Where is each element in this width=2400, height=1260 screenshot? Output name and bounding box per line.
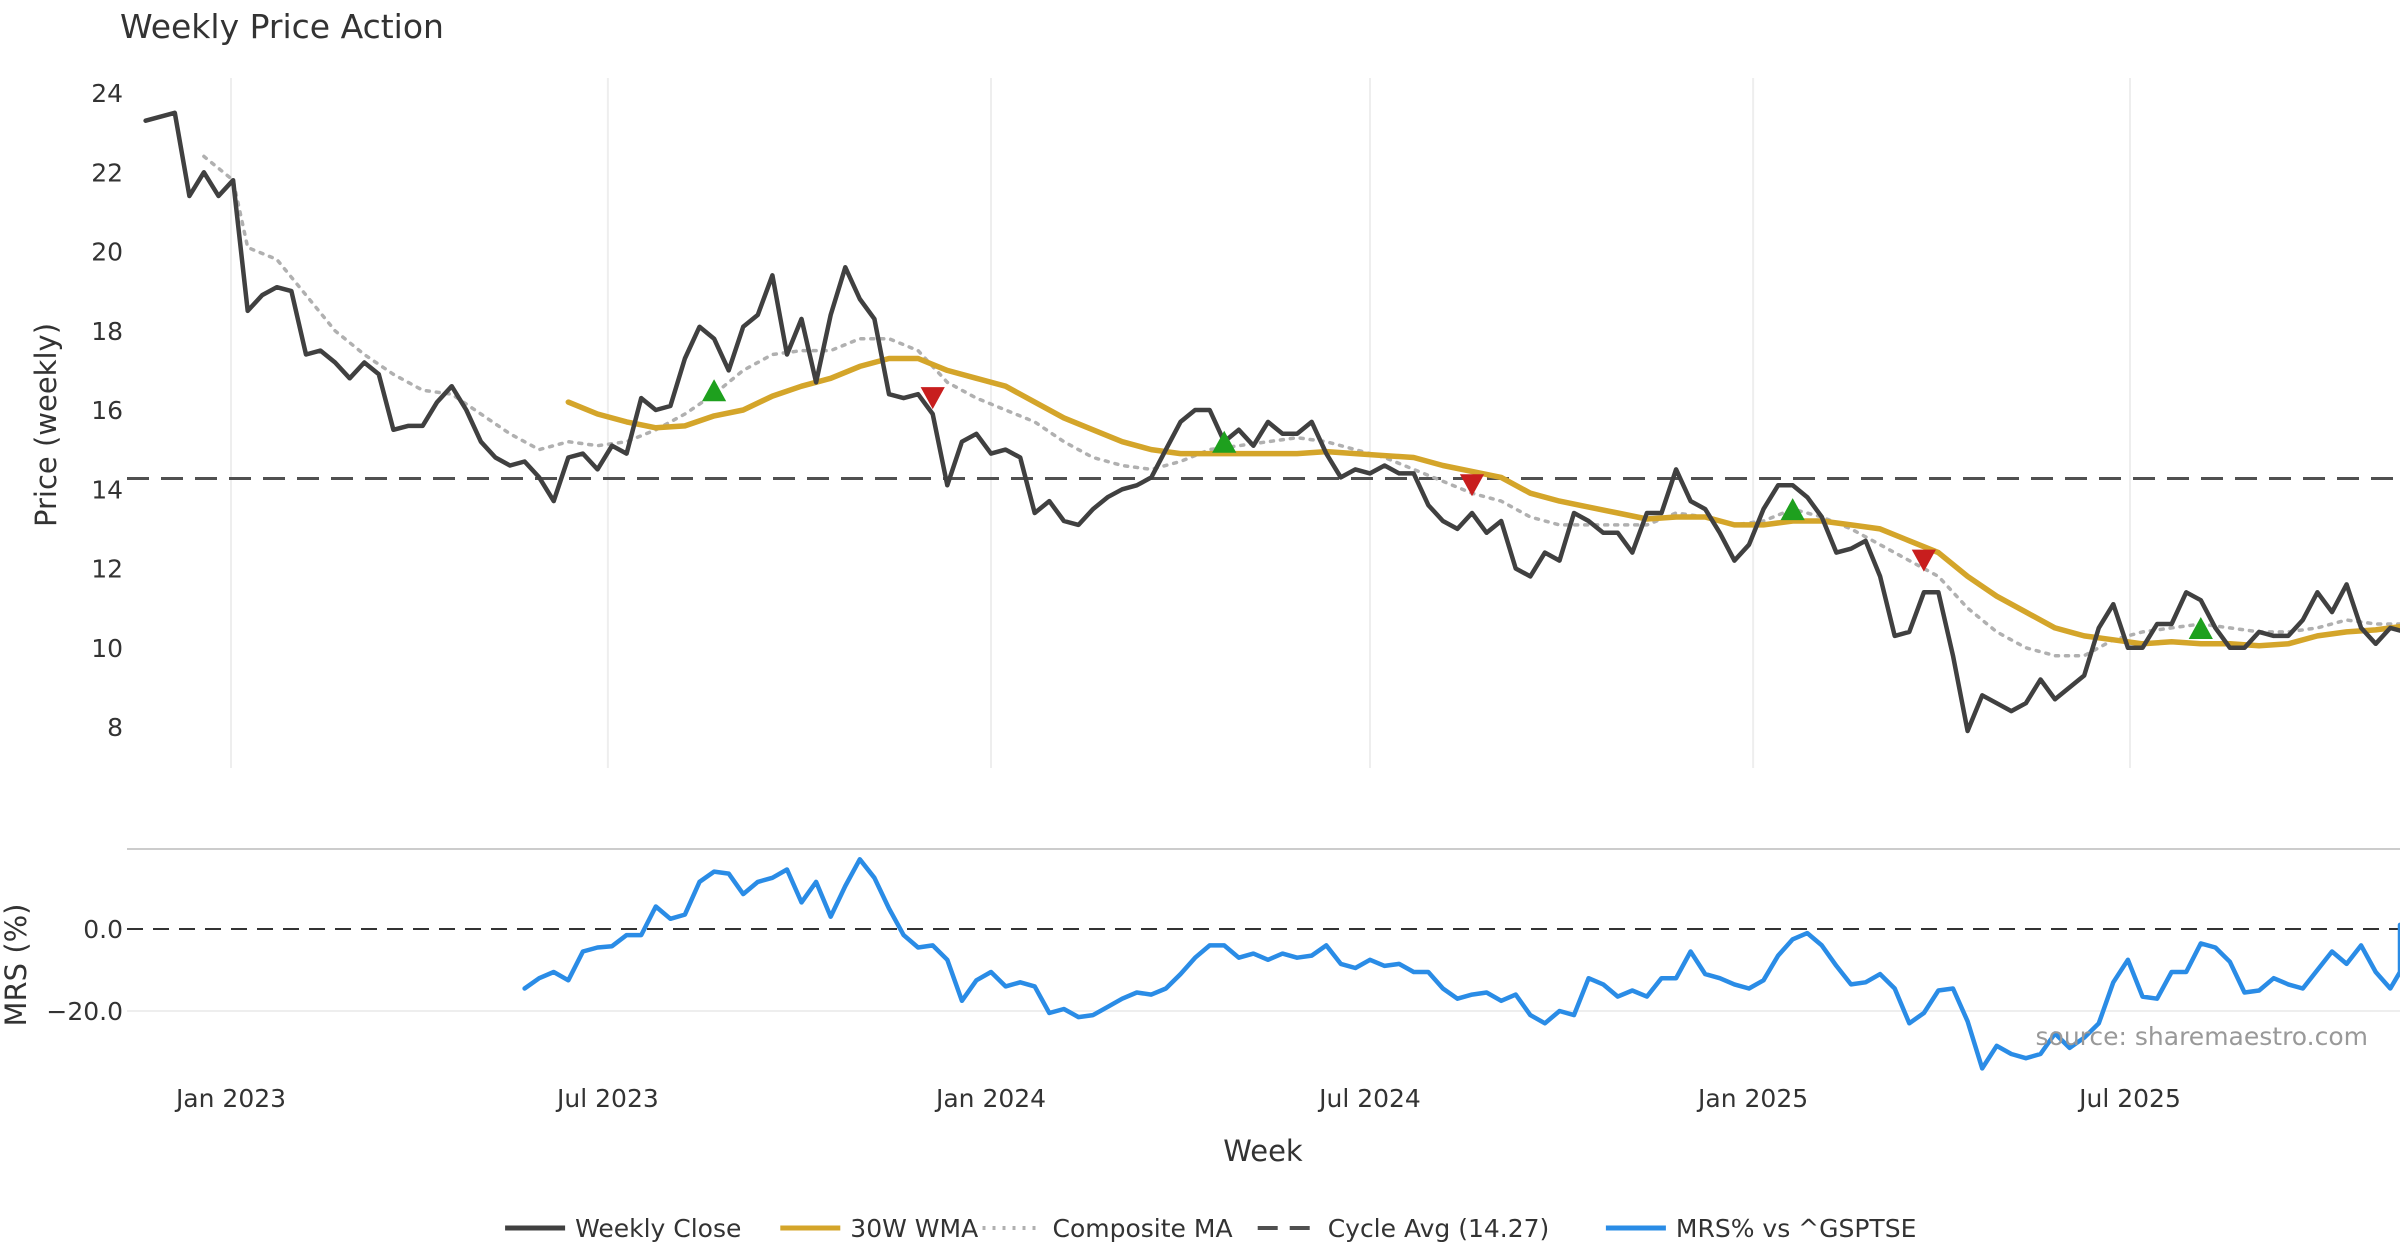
legend-item-weekly-close: Weekly Close [505,1214,741,1243]
series-line-weekly-close [143,110,2400,734]
legend-label: 30W WMA [850,1214,978,1243]
price-y-axis-label: Price (weekly) [29,323,63,527]
sell-signal-marker [1911,549,1936,572]
legend-label: Composite MA [1053,1214,1233,1243]
price-y-tick-label: 14 [91,475,123,504]
x-tick-label: Jan 2024 [934,1084,1046,1113]
price-y-tick-label: 16 [91,396,123,425]
x-tick-label: Jul 2024 [1317,1084,1421,1113]
sell-signal-marker [1459,474,1485,497]
price-y-tick-label: 12 [91,555,123,584]
signal-markers [701,379,2213,639]
mrs-y-tick-label: −20.0 [46,997,123,1026]
x-tick-label: Jan 2025 [1696,1084,1808,1113]
mrs-y-axis-label: MRS (%) [0,904,33,1027]
x-tick-label: Jul 2023 [555,1084,659,1113]
price-y-axis-ticks: 8 10 12 14 16 18 20 22 24 [91,79,123,742]
mrs-y-axis-ticks: 0.0 −20.0 [46,915,123,1026]
source-annotation: source: sharemaestro.com [2036,1022,2369,1051]
price-y-tick-label: 8 [107,713,123,742]
legend-item-mrs-vs-gsptse: MRS% vs ^GSPTSE [1605,1214,1916,1243]
price-y-tick-label: 24 [91,79,123,108]
buy-signal-marker [701,379,727,402]
x-axis-ticks: Jan 2023 Jul 2023 Jan 2024 Jul 2024 Jan 2025… [174,1084,2181,1113]
series-line-mrs-vs-gsptse [522,857,2400,1071]
legend-item-30w-wma: 30W WMA [780,1214,978,1243]
sell-signal-marker [920,387,945,410]
buy-signal-marker [2188,616,2213,639]
buy-signal-marker [1780,498,1805,521]
price-y-tick-label: 10 [91,634,123,663]
series-line-30w-wma [565,355,2400,649]
price-y-tick-label: 20 [91,238,123,267]
x-tick-label: Jan 2023 [174,1084,286,1113]
legend-label: MRS% vs ^GSPTSE [1676,1214,1916,1243]
x-axis-label: Week [1223,1134,1303,1168]
legend-item-composite-ma: Composite MA [982,1214,1233,1243]
price-series-group [143,110,2400,734]
legend-label: Cycle Avg (14.27) [1328,1214,1550,1243]
legend-label: Weekly Close [575,1214,741,1243]
price-vertical-grid [230,78,2131,768]
mrs-series-group [522,857,2400,1071]
price-y-tick-label: 18 [91,317,123,346]
price-y-tick-label: 22 [91,158,123,187]
price-panel: 8 10 12 14 16 18 20 22 24 Price (weekly) [29,78,2400,768]
buy-signal-marker [1212,430,1237,453]
x-tick-label: Jul 2025 [2077,1084,2181,1113]
mrs-panel: 0.0 −20.0 MRS (%) source: sharemaestro.co… [0,857,2400,1071]
series-line-composite-ma [202,154,2400,658]
legend: Weekly Close 30W WMA Composite MA Cycle Avg… [505,1214,1916,1243]
legend-item-cycle-avg-14-27: Cycle Avg (14.27) [1257,1214,1550,1243]
chart-title: Weekly Price Action [120,7,444,46]
mrs-y-tick-label: 0.0 [83,915,123,944]
